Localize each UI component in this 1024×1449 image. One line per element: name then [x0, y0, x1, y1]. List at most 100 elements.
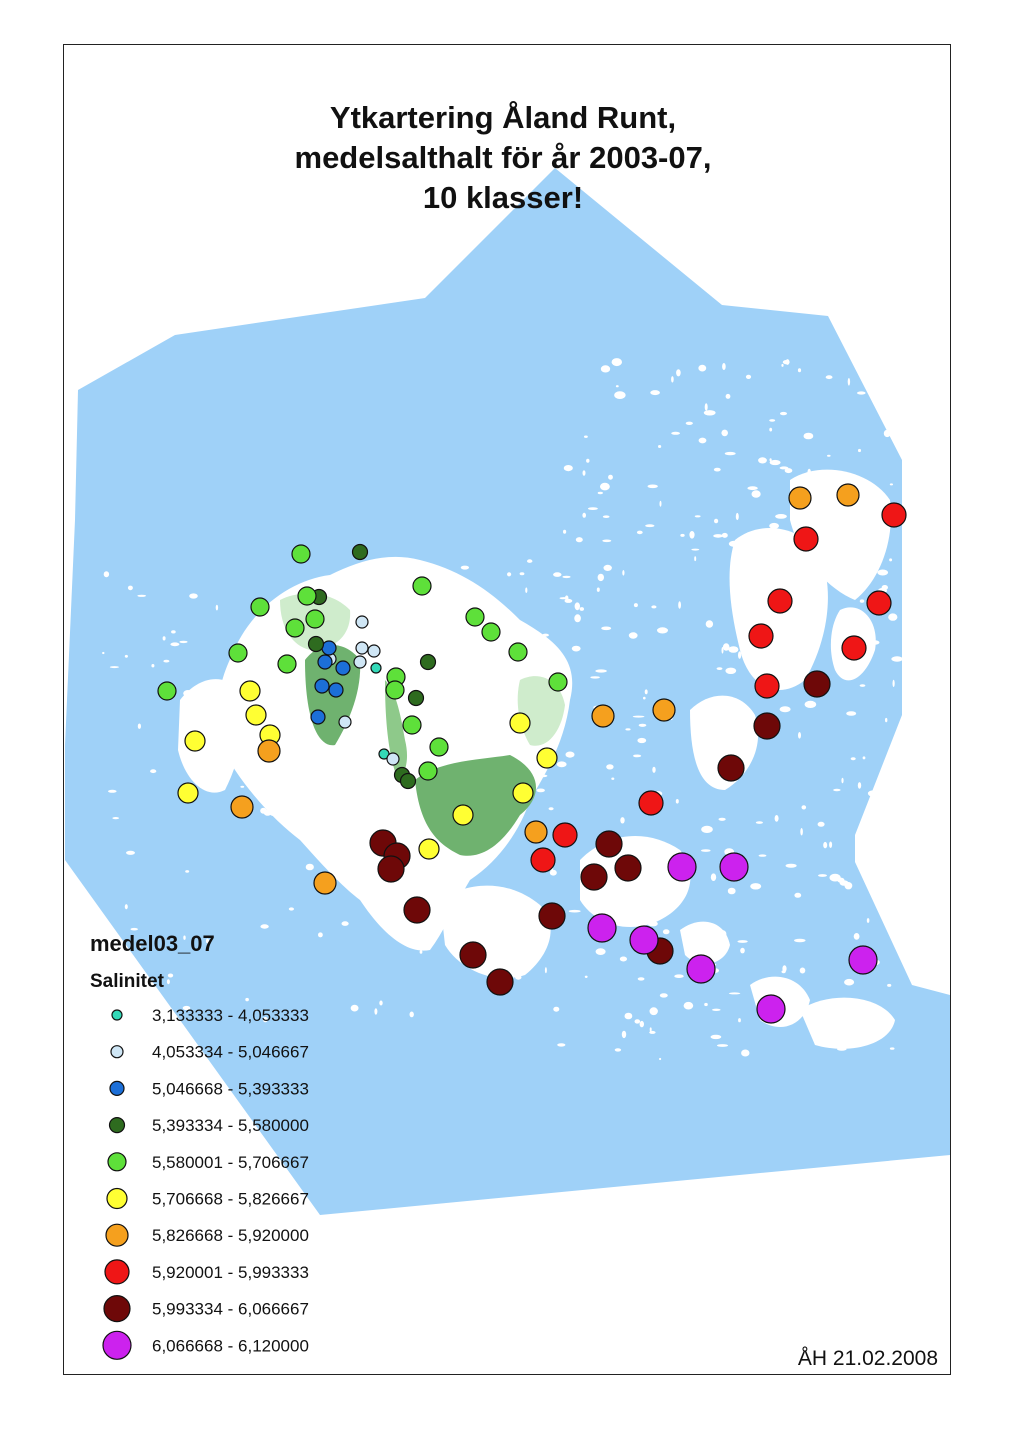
speck [801, 805, 807, 810]
speck [615, 385, 619, 388]
speck [887, 983, 892, 987]
speck [825, 375, 833, 380]
speck [639, 1020, 644, 1028]
speck [477, 931, 481, 936]
speck [745, 563, 756, 571]
speck [775, 514, 787, 519]
speck [240, 785, 245, 788]
speck [185, 870, 190, 873]
sample-point-class-2 [353, 655, 367, 669]
speck [699, 737, 704, 741]
speck [613, 914, 622, 920]
sample-point-class-6 [239, 680, 261, 702]
speck [680, 533, 685, 537]
sample-point-class-9 [717, 754, 745, 782]
speck [637, 977, 645, 981]
west-island [178, 679, 245, 793]
sample-point-class-9 [459, 941, 487, 969]
sample-point-class-4 [399, 772, 417, 790]
speck [438, 641, 447, 644]
speck [575, 537, 583, 543]
speck [600, 365, 611, 373]
speck [126, 850, 135, 855]
sample-point-class-9 [486, 968, 514, 996]
speck [563, 465, 573, 472]
sample-point-class-7 [524, 820, 548, 844]
speck [602, 539, 612, 543]
speck [124, 654, 128, 658]
sample-point-class-7 [591, 704, 615, 728]
speck [582, 470, 586, 476]
speck [841, 777, 844, 784]
speck [647, 484, 658, 489]
sample-point-class-8 [866, 590, 892, 616]
speck [348, 569, 352, 575]
legend-symbol-1 [111, 1009, 123, 1021]
speck [127, 585, 133, 591]
sample-point-class-10 [719, 852, 749, 882]
speck [781, 970, 786, 974]
legend-label-3: 5,046668 - 5,393333 [152, 1079, 309, 1098]
speck [183, 690, 193, 697]
speck [716, 1044, 729, 1047]
sample-point-class-9 [803, 670, 831, 698]
speck [715, 733, 725, 737]
speck [769, 522, 779, 529]
speck [883, 429, 891, 438]
speck [419, 950, 423, 954]
speck [709, 710, 713, 719]
speck [768, 536, 775, 540]
speck [889, 1047, 895, 1050]
sample-point-class-6 [509, 712, 531, 734]
sample-point-class-5 [418, 761, 438, 781]
speck [678, 601, 681, 609]
speck [853, 933, 860, 940]
legend-field-name: Salinitet [90, 971, 165, 992]
speck [323, 835, 333, 840]
speck [182, 1005, 191, 1011]
speck [738, 651, 742, 659]
speck [263, 809, 272, 816]
speck [842, 1025, 849, 1031]
speck [859, 684, 866, 687]
speck [613, 896, 623, 903]
speck [777, 630, 787, 638]
speck [846, 711, 857, 716]
legend-symbol-3 [109, 1080, 125, 1097]
sample-point-class-5 [385, 680, 405, 700]
speck [167, 973, 174, 978]
speck [525, 587, 528, 593]
speck [211, 758, 216, 764]
speck [619, 956, 628, 962]
south-skerry-2 [800, 997, 895, 1049]
speck [829, 841, 833, 848]
speck [728, 646, 739, 653]
green-channel [385, 680, 408, 780]
speck [636, 530, 643, 535]
sample-point-class-5 [285, 618, 305, 638]
sample-point-class-5 [305, 609, 325, 629]
sample-point-class-5 [297, 586, 317, 606]
sample-point-class-7 [257, 739, 281, 763]
speck [582, 512, 586, 518]
speck [400, 938, 409, 942]
speck [649, 1007, 658, 1016]
speck [468, 731, 473, 739]
speck [611, 358, 622, 367]
sample-point-class-5 [157, 681, 177, 701]
speck [480, 887, 488, 893]
speck [614, 391, 626, 399]
speck [779, 466, 789, 470]
speck [279, 651, 286, 654]
speck [218, 686, 223, 694]
legend-symbol-5 [107, 1152, 127, 1172]
speck [465, 910, 468, 916]
speck [891, 360, 895, 367]
speck [571, 645, 581, 652]
speck [444, 723, 452, 728]
speck [676, 369, 681, 377]
speck [584, 435, 588, 438]
speck [418, 832, 425, 840]
speck [170, 642, 180, 647]
sample-point-class-1 [370, 662, 382, 674]
